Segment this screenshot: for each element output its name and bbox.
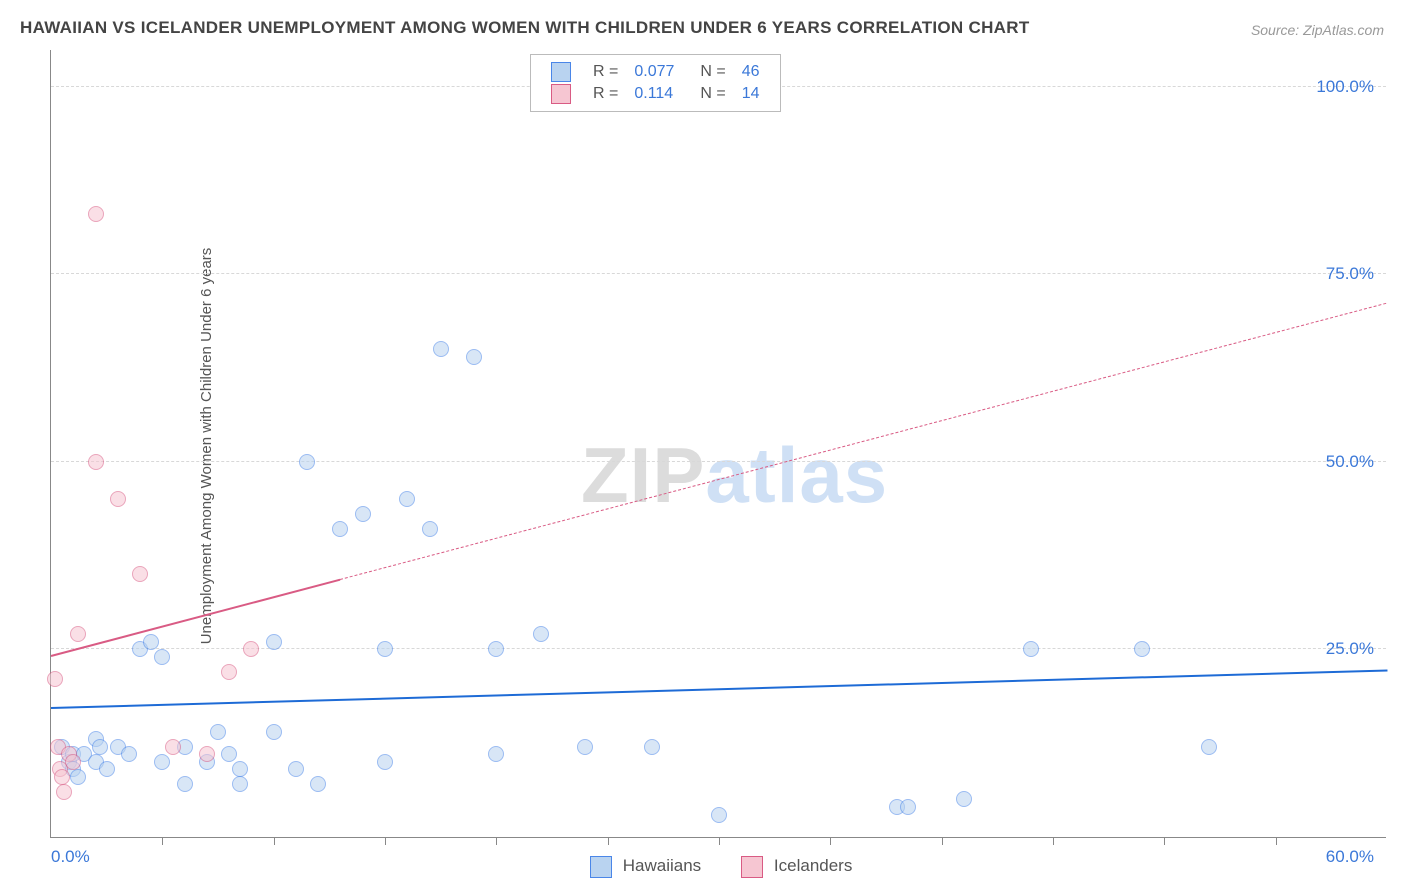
n-label: N = [682, 83, 733, 105]
source-attribution: Source: ZipAtlas.com [1251, 22, 1384, 38]
x-tick [1276, 837, 1277, 845]
data-point [1201, 739, 1217, 755]
data-point [299, 454, 315, 470]
data-point [433, 341, 449, 357]
data-point [56, 784, 72, 800]
data-point [577, 739, 593, 755]
data-point [1134, 641, 1150, 657]
r-value: 0.114 [626, 83, 682, 105]
scatter-plot-area: ZIPatlas 0.0% 60.0% 25.0%50.0%75.0%100.0… [50, 50, 1386, 838]
data-point [70, 626, 86, 642]
x-tick [162, 837, 163, 845]
data-point [466, 349, 482, 365]
data-point [644, 739, 660, 755]
data-point [165, 739, 181, 755]
trend-line [51, 670, 1387, 710]
legend-item: Icelanders [741, 856, 852, 875]
data-point [355, 506, 371, 522]
n-label: N = [682, 61, 733, 83]
data-point [488, 746, 504, 762]
data-point [47, 671, 63, 687]
x-tick [608, 837, 609, 845]
data-point [332, 521, 348, 537]
data-point [154, 649, 170, 665]
x-tick [830, 837, 831, 845]
data-point [956, 791, 972, 807]
legend-row: R =0.114N =14 [543, 83, 768, 105]
series-legend: Hawaiians Icelanders [590, 856, 892, 878]
data-point [399, 491, 415, 507]
trend-line [340, 303, 1387, 580]
x-tick [385, 837, 386, 845]
x-tick [719, 837, 720, 845]
legend-swatch [551, 62, 571, 82]
n-value: 46 [734, 61, 768, 83]
gridline [51, 273, 1386, 274]
data-point [422, 521, 438, 537]
data-point [110, 491, 126, 507]
data-point [210, 724, 226, 740]
data-point [54, 769, 70, 785]
data-point [132, 566, 148, 582]
data-point [310, 776, 326, 792]
y-tick-label: 25.0% [1326, 639, 1374, 659]
data-point [177, 776, 193, 792]
data-point [288, 761, 304, 777]
data-point [266, 724, 282, 740]
legend-item: Hawaiians [590, 856, 701, 875]
legend-swatch [551, 84, 571, 104]
r-value: 0.077 [626, 61, 682, 83]
data-point [88, 454, 104, 470]
y-tick-label: 75.0% [1326, 264, 1374, 284]
data-point [92, 739, 108, 755]
r-label: R = [585, 83, 626, 105]
data-point [221, 746, 237, 762]
data-point [232, 776, 248, 792]
x-tick [496, 837, 497, 845]
chart-title: HAWAIIAN VS ICELANDER UNEMPLOYMENT AMONG… [20, 18, 1030, 38]
data-point [65, 754, 81, 770]
data-point [900, 799, 916, 815]
x-axis-min-label: 0.0% [51, 847, 90, 867]
correlation-legend: R =0.077N =46R =0.114N =14 [530, 54, 781, 112]
x-tick [274, 837, 275, 845]
data-point [143, 634, 159, 650]
data-point [232, 761, 248, 777]
data-point [199, 746, 215, 762]
data-point [266, 634, 282, 650]
watermark-zip: ZIP [581, 431, 705, 519]
r-label: R = [585, 61, 626, 83]
data-point [377, 641, 393, 657]
data-point [221, 664, 237, 680]
x-tick [942, 837, 943, 845]
data-point [533, 626, 549, 642]
x-axis-max-label: 60.0% [1326, 847, 1374, 867]
legend-swatch [741, 856, 763, 878]
data-point [377, 754, 393, 770]
gridline [51, 461, 1386, 462]
data-point [154, 754, 170, 770]
data-point [88, 206, 104, 222]
data-point [121, 746, 137, 762]
trend-line [51, 579, 341, 657]
data-point [99, 761, 115, 777]
x-tick [1164, 837, 1165, 845]
data-point [70, 769, 86, 785]
legend-label: Hawaiians [623, 856, 701, 875]
legend-row: R =0.077N =46 [543, 61, 768, 83]
y-tick-label: 100.0% [1316, 77, 1374, 97]
data-point [243, 641, 259, 657]
legend-label: Icelanders [774, 856, 852, 875]
y-tick-label: 50.0% [1326, 452, 1374, 472]
data-point [488, 641, 504, 657]
data-point [1023, 641, 1039, 657]
legend-swatch [590, 856, 612, 878]
data-point [711, 807, 727, 823]
correlation-table: R =0.077N =46R =0.114N =14 [543, 61, 768, 105]
x-tick [1053, 837, 1054, 845]
n-value: 14 [734, 83, 768, 105]
